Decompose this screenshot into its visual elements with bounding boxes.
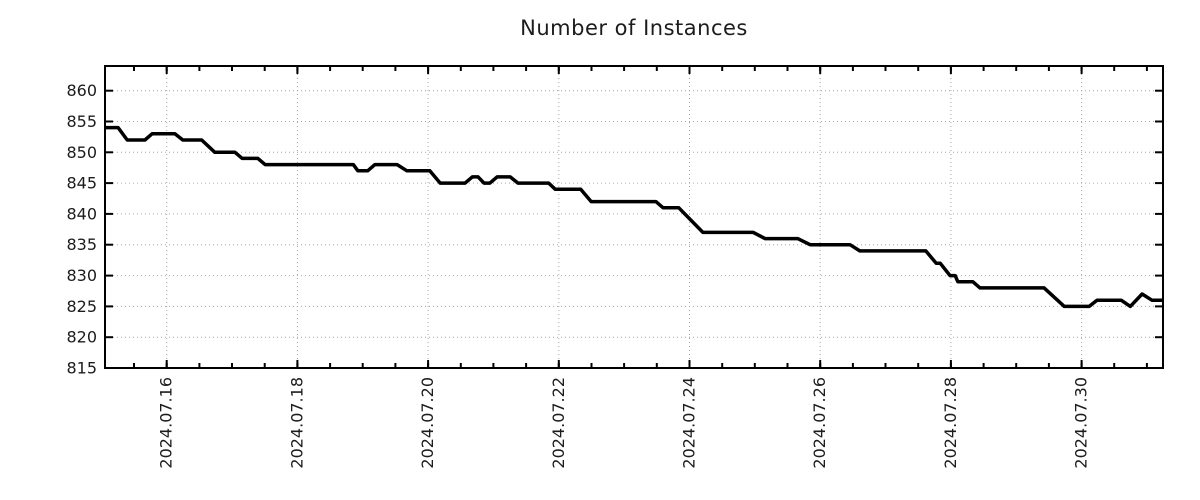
y-tick-label: 830 [66,266,97,285]
y-grid-and-ticks: 815 820 825 830 835 840 845 850 855 860 [66,81,1163,378]
y-tick-label: 825 [66,297,97,316]
x-tick-label: 2024.07.18 [287,377,306,469]
x-tick-label: 2024.07.26 [810,377,829,469]
y-tick-label: 840 [66,204,97,223]
x-tick-label: 2024.07.30 [1072,377,1091,469]
y-tick-label: 845 [66,174,97,193]
y-tick-label: 835 [66,235,97,254]
x-tick-label: 2024.07.22 [549,377,568,469]
y-tick-label: 820 [66,328,97,347]
data-line-instances [105,125,1163,309]
x-tick-label: 2024.07.28 [941,377,960,469]
plot-border [104,65,1164,369]
x-tick-label: 2024.07.16 [157,377,176,469]
y-tick-label: 815 [66,359,97,378]
chart-title: Number of Instances [520,16,748,40]
x-tick-label: 2024.07.24 [680,377,699,469]
y-tick-label: 855 [66,112,97,131]
x-tick-label: 2024.07.20 [418,377,437,469]
y-tick-label: 860 [66,81,97,100]
x-grid-and-ticks: 2024.07.16 2024.07.18 2024.07.20 2024.07.22… [133,66,1148,469]
y-tick-label: 850 [66,143,97,162]
